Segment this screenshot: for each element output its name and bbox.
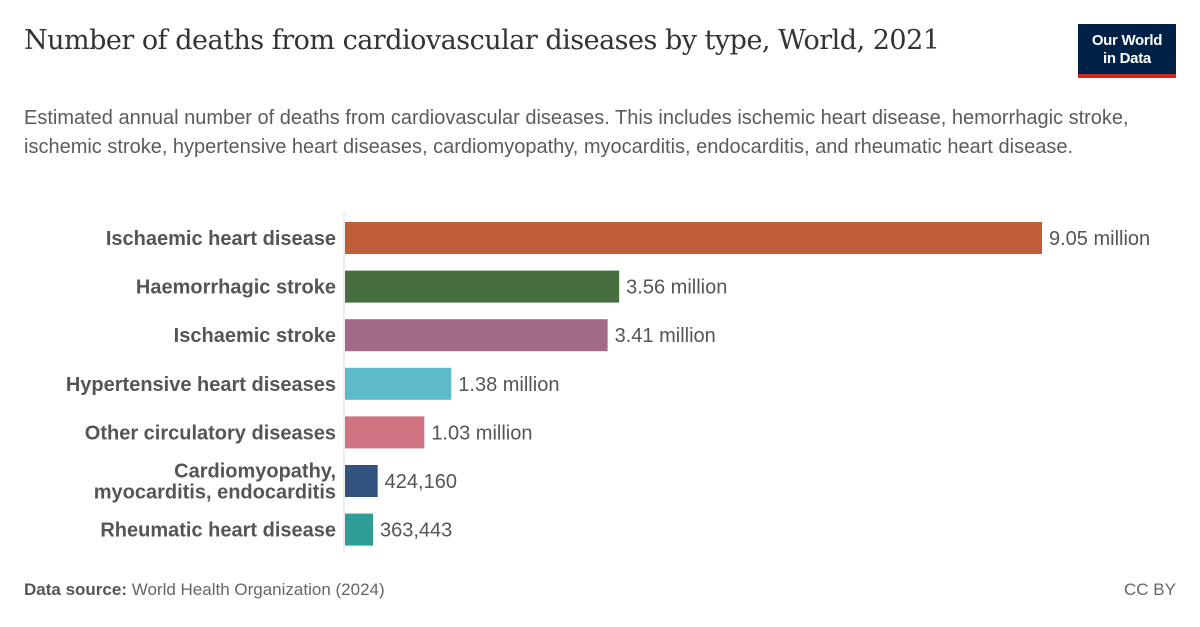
bar[interactable]: [345, 416, 425, 449]
category-label: Other circulatory diseases: [85, 422, 336, 444]
value-label: 3.56 million: [626, 277, 727, 299]
value-label: 1.03 million: [431, 422, 532, 444]
category-label: Haemorrhagic stroke: [136, 277, 336, 299]
category-label: Ischaemic stroke: [174, 325, 336, 347]
bar[interactable]: [345, 222, 1042, 254]
license[interactable]: CC BY: [1124, 580, 1176, 599]
bar[interactable]: [345, 367, 452, 400]
category-label: Rheumatic heart disease: [100, 520, 336, 542]
chart-title: Number of deaths from cardiovascular dis…: [24, 25, 940, 56]
owid-logo[interactable]: Our World in Data: [1078, 24, 1176, 78]
data-source: Data source: World Health Organization (…: [24, 580, 385, 600]
category-label: myocarditis, endocarditis: [94, 482, 336, 504]
value-label: 3.41 million: [615, 325, 716, 347]
value-label: 9.05 million: [1049, 228, 1150, 250]
category-label: Ischaemic heart disease: [106, 228, 336, 250]
category-label: Cardiomyopathy,: [174, 461, 336, 483]
source-label: Data source:: [24, 580, 127, 599]
bar[interactable]: [345, 465, 378, 497]
bar[interactable]: [345, 513, 373, 546]
value-label: 363,443: [380, 520, 452, 542]
bar[interactable]: [345, 319, 608, 352]
value-label: 1.38 million: [458, 374, 559, 396]
value-label: 424,160: [385, 471, 457, 493]
category-label: Hypertensive heart diseases: [66, 374, 336, 396]
bar[interactable]: [345, 270, 620, 303]
logo-text: Our World in Data: [1091, 32, 1163, 67]
source-text[interactable]: World Health Organization (2024): [131, 580, 385, 599]
chart-subtitle: Estimated annual number of deaths from c…: [24, 107, 1129, 158]
